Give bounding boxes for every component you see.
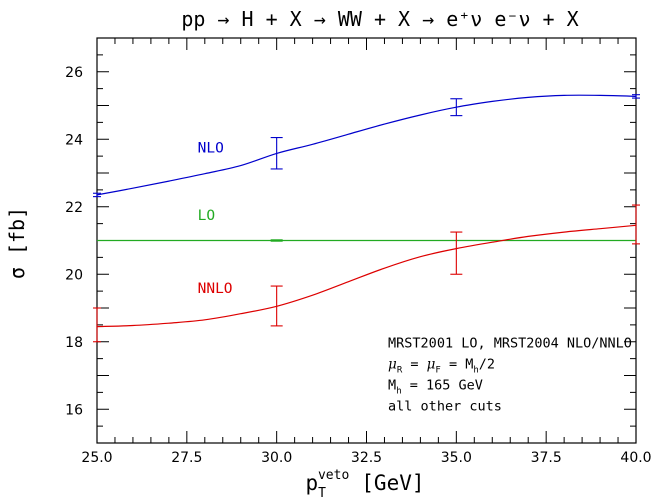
error-bar-nnlo: [270, 285, 283, 327]
mu-symbol-2: μ: [427, 356, 436, 372]
series-label-lo: LO: [198, 208, 215, 224]
x-tick-label: 37.5: [531, 450, 562, 466]
error-bar-nlo: [270, 137, 283, 170]
error-bar-nnlo: [632, 204, 640, 245]
annotation-line-mass: Mh = 165 GeV: [388, 377, 483, 396]
x-tick-label: 27.5: [171, 450, 202, 466]
x-axis: 25.0 27.5 30.0 32.5 35.0 37.5 40.0: [81, 38, 652, 466]
error-bar-nlo: [93, 192, 101, 198]
annotation-line-pdf: MRST2001 LO, MRST2004 NLO/NNLO: [388, 335, 632, 351]
error-bar-nlo: [632, 94, 640, 99]
x-axis-label-main: p: [305, 471, 318, 495]
x-tick-label: 25.0: [81, 450, 112, 466]
y-axis-label: σ [fb]: [5, 207, 29, 279]
subscript-r: R: [397, 365, 403, 375]
x-axis-label-sup: veto: [318, 468, 349, 483]
x-axis-label-sub: T: [318, 486, 326, 500]
x-tick-label: 40.0: [620, 450, 651, 466]
y-axis: 16 18 20 22 24 26: [65, 37, 636, 444]
series-line-nlo: [96, 94, 637, 196]
mu-symbol: μ: [388, 356, 397, 372]
y-tick-label: 24: [65, 132, 83, 148]
series-layer: [93, 94, 640, 343]
y-tick-label: 18: [65, 335, 83, 351]
y-tick-label: 16: [65, 402, 83, 418]
series-line-nnlo: [96, 224, 637, 328]
annotation-block: MRST2001 LO, MRST2004 NLO/NNLO μR = μF =…: [388, 335, 632, 414]
error-bar-nnlo: [93, 307, 101, 343]
x-axis-label: pTveto [GeV]: [305, 468, 424, 500]
annotation-line-cuts: all other cuts: [388, 398, 502, 414]
subscript-f: F: [435, 365, 440, 375]
rhs: = M: [441, 356, 474, 372]
error-bar-nnlo: [450, 231, 463, 275]
y-tick-label: 22: [65, 200, 83, 216]
mass-symbol: M: [388, 377, 396, 393]
series-labels: NLO LO NNLO: [198, 141, 233, 297]
error-bar-lo: [270, 239, 283, 242]
mass-subscript: h: [396, 386, 401, 396]
series-label-nlo: NLO: [198, 141, 224, 157]
mass-value: = 165 GeV: [402, 377, 483, 393]
subscript-h: h: [473, 365, 478, 375]
annotation-line-scale: μR = μF = Mh/2: [388, 356, 495, 375]
x-tick-label: 30.0: [261, 450, 292, 466]
series-lo: [97, 239, 636, 242]
tail: /2: [479, 356, 495, 372]
x-tick-label: 32.5: [351, 450, 382, 466]
chart-title: pp → H + X → WW + X → e⁺ν e⁻ν + X: [181, 7, 578, 31]
series-label-nnlo: NNLO: [198, 281, 233, 297]
series-nlo: [93, 94, 640, 198]
y-tick-label: 20: [65, 267, 83, 283]
series-nnlo: [93, 204, 640, 343]
error-bar-nlo: [450, 98, 463, 117]
y-tick-label: 26: [65, 65, 83, 81]
x-tick-label: 35.0: [441, 450, 472, 466]
equals: =: [402, 356, 426, 372]
x-axis-label-unit: [GeV]: [361, 471, 424, 495]
